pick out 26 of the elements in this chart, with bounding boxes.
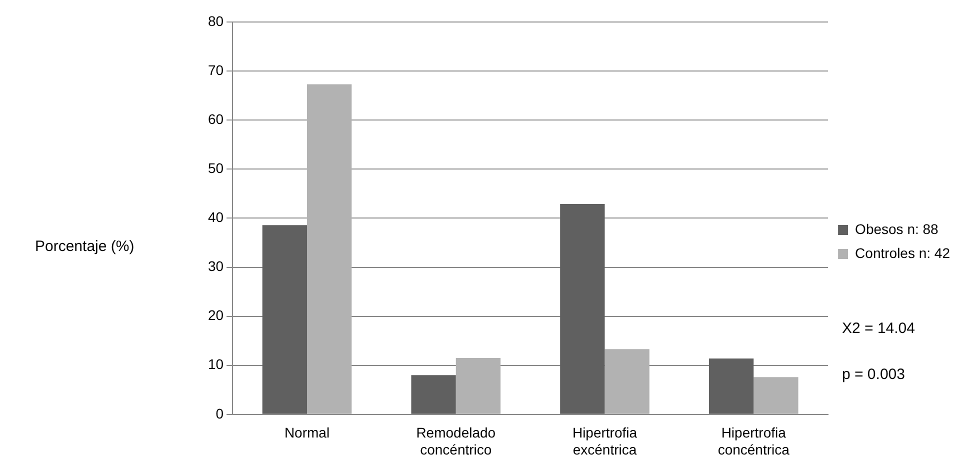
x-tick-label: Normal — [284, 424, 330, 441]
x-tick-label: Hipertrofia concéntrica — [718, 424, 790, 458]
y-tick-label: 50 — [208, 160, 224, 176]
legend-label: Controles n: 42 — [855, 244, 950, 261]
bar — [307, 84, 352, 414]
x-tick-label: Remodelado concéntrico — [416, 424, 496, 458]
y-tick-label: 40 — [208, 209, 224, 226]
bar — [708, 358, 754, 414]
legend-label: Obesos n: 88 — [855, 220, 939, 237]
text: X2 = 14.04 — [842, 320, 915, 337]
bar — [262, 225, 308, 414]
y-tick-label: 60 — [208, 110, 224, 127]
y-tick-label: 20 — [208, 307, 224, 324]
bar — [604, 349, 650, 414]
y-axis-title: Porcentaje (%) — [35, 238, 134, 255]
y-tick-label: 0 — [216, 405, 224, 422]
bar — [754, 377, 798, 414]
bar — [411, 375, 456, 414]
y-tick-label: 70 — [208, 62, 224, 78]
y-tick-label: 80 — [208, 12, 224, 29]
bar — [560, 204, 605, 414]
y-tick-label: 30 — [208, 258, 224, 274]
bar — [456, 358, 501, 414]
x-tick-label: Hipertrofia excéntrica — [572, 424, 638, 458]
y-tick-label: 10 — [208, 356, 224, 372]
text: p = 0.003 — [842, 366, 905, 383]
